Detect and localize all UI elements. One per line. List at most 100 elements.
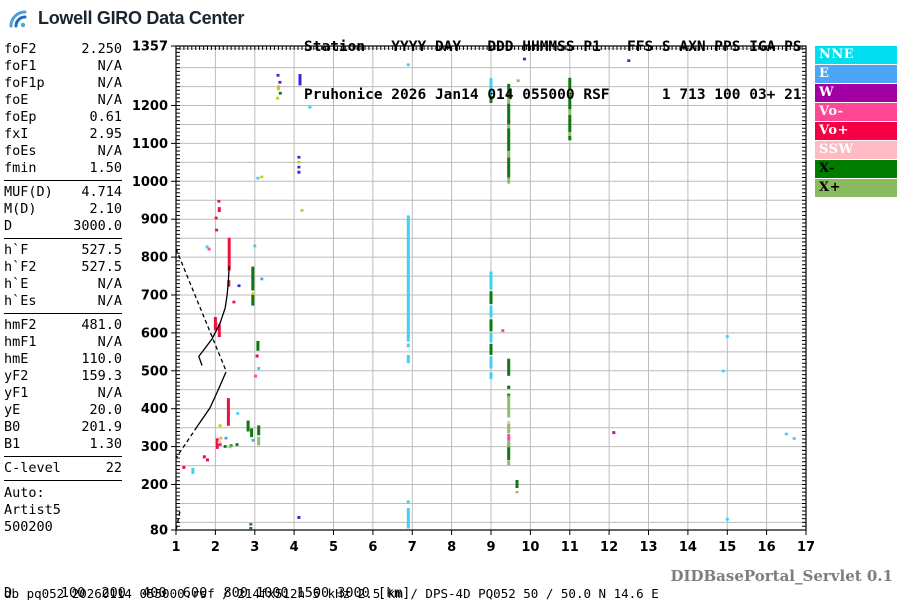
param-row-hmf1: hmF1 N/A <box>4 334 122 351</box>
legend-item-nne: NNE <box>815 46 897 64</box>
param-value: N/A <box>97 58 122 74</box>
svg-text:800: 800 <box>141 251 168 266</box>
svg-text:200: 200 <box>141 478 168 493</box>
svg-text:1100: 1100 <box>132 137 168 152</box>
param-label: h`F <box>4 242 29 258</box>
param-label: B1 <box>4 436 21 452</box>
legend-item-ssw: SSW <box>815 141 897 159</box>
param-label: h`F2 <box>4 259 37 275</box>
param-value: 159.3 <box>81 368 122 384</box>
app-logo: Lowell GIRO Data Center <box>8 6 244 30</box>
param-value: 22 <box>105 460 122 476</box>
legend-item-x: X- <box>815 160 897 178</box>
y-axis: 1357 1200 1100 1000 900 800 700 600 500 400 300 200… <box>132 40 176 539</box>
param-group: hmF2 481.0 hmF1 N/A hmE 110.0 yF2 159.3 yF1 N/A yE… <box>4 316 122 457</box>
param-row-foe: foE N/A <box>4 92 122 109</box>
param-row-hf2: h`F2 527.5 <box>4 259 122 276</box>
giro-logo-icon <box>9 10 27 28</box>
param-label: foE <box>4 92 29 108</box>
svg-text:1200: 1200 <box>132 99 168 114</box>
svg-text:500: 500 <box>141 364 168 379</box>
param-label: M(D) <box>4 201 37 217</box>
param-row-yf1: yF1 N/A <box>4 385 122 402</box>
param-row-fof1p: foF1p N/A <box>4 75 122 92</box>
param-label: foF1p <box>4 75 45 91</box>
param-row-foes: foEs N/A <box>4 143 122 160</box>
logo-title: Lowell GIRO Data Center <box>38 7 245 28</box>
svg-text:4: 4 <box>290 540 299 555</box>
param-value: 1.30 <box>89 436 122 452</box>
header-columns-line: Station YYYY DAY DDD HHMMSS P1 FFS S AXN… <box>304 39 802 55</box>
svg-text:13: 13 <box>639 540 657 555</box>
svg-text:300: 300 <box>141 440 168 455</box>
param-row-d: D 3000.0 <box>4 218 122 235</box>
param-group: C-level 22 <box>4 459 122 481</box>
param-row-b1: B1 1.30 <box>4 436 122 453</box>
param-group: MUF(D) 4.714 M(D) 2.10 D 3000.0 <box>4 183 122 239</box>
status-line: db pq052 20260114 055000.rsf / 214fx512h… <box>4 586 659 600</box>
legend-item-x: X+ <box>815 179 897 197</box>
legend-item-vo: Vo+ <box>815 122 897 140</box>
param-label: foEs <box>4 143 37 159</box>
svg-text:11: 11 <box>561 540 579 555</box>
svg-text:1000: 1000 <box>132 175 168 190</box>
svg-text:600: 600 <box>141 326 168 341</box>
svg-text:1: 1 <box>171 540 180 555</box>
param-row-foep: foEp 0.61 <box>4 109 122 126</box>
legend-item-w: W <box>815 84 897 102</box>
param-label: fxI <box>4 126 29 142</box>
legend-item-vo: Vo- <box>815 103 897 121</box>
svg-text:9: 9 <box>486 540 495 555</box>
x-axis: 1 2 3 4 5 6 7 8 9 10 11 12 13 14 15 16 17 <box>171 530 815 555</box>
param-row-hme: hmE 110.0 <box>4 351 122 368</box>
svg-text:5: 5 <box>329 540 338 555</box>
param-value: N/A <box>97 92 122 108</box>
param-value: 3000.0 <box>73 218 122 234</box>
svg-text:80: 80 <box>150 524 168 539</box>
param-value: N/A <box>97 385 122 401</box>
param-value: N/A <box>97 334 122 350</box>
param-row-hf: h`F 527.5 <box>4 242 122 259</box>
autoscaling-info: Auto: Artist5 500200 <box>4 485 61 535</box>
profile-lines <box>175 248 230 531</box>
param-label: foF1 <box>4 58 37 74</box>
param-row-md: M(D) 2.10 <box>4 201 122 218</box>
svg-text:12: 12 <box>600 540 618 555</box>
param-label: D <box>4 218 13 234</box>
param-value: 527.5 <box>81 259 122 275</box>
param-value: N/A <box>97 75 122 91</box>
param-row-mufd: MUF(D) 4.714 <box>4 184 122 201</box>
svg-text:2: 2 <box>211 540 220 555</box>
param-label: yF1 <box>4 385 29 401</box>
param-value: 1.50 <box>89 160 122 176</box>
servlet-version: DIDBasePortal_Servlet 0.1 <box>670 567 893 585</box>
minor-ticks <box>176 46 806 527</box>
param-value: 2.10 <box>89 201 122 217</box>
echo-type-legend: NNE E W Vo- Vo+ SSW X- X+ <box>815 46 897 198</box>
param-row-b0: B0 201.9 <box>4 419 122 436</box>
param-label: fmin <box>4 160 37 176</box>
param-label: foEp <box>4 109 37 125</box>
parameter-panel: foF2 2.250 foF1 N/A foF1p N/A foE N/A foEp 0.61 fx… <box>4 40 122 536</box>
param-value: 4.714 <box>81 184 122 200</box>
param-row-yf2: yF2 159.3 <box>4 368 122 385</box>
param-label: hmE <box>4 351 29 367</box>
param-label: B0 <box>4 419 21 435</box>
header-values-line: Pruhonice 2026 Jan14 014 055000 RSF 1 71… <box>304 87 802 103</box>
param-row-fof1: foF1 N/A <box>4 58 122 75</box>
svg-text:16: 16 <box>758 540 776 555</box>
param-label: foF2 <box>4 41 37 57</box>
param-value: N/A <box>97 143 122 159</box>
svg-text:17: 17 <box>797 540 815 555</box>
param-label: C-level <box>4 460 61 476</box>
svg-text:3: 3 <box>250 540 259 555</box>
param-row-he: h`E N/A <box>4 276 122 293</box>
param-row-ye: yE 20.0 <box>4 402 122 419</box>
param-label: yE <box>4 402 21 418</box>
param-row-fof2: foF2 2.250 <box>4 41 122 58</box>
param-row-clevel: C-level 22 <box>4 460 122 477</box>
param-value: N/A <box>97 293 122 309</box>
param-label: h`E <box>4 276 29 292</box>
